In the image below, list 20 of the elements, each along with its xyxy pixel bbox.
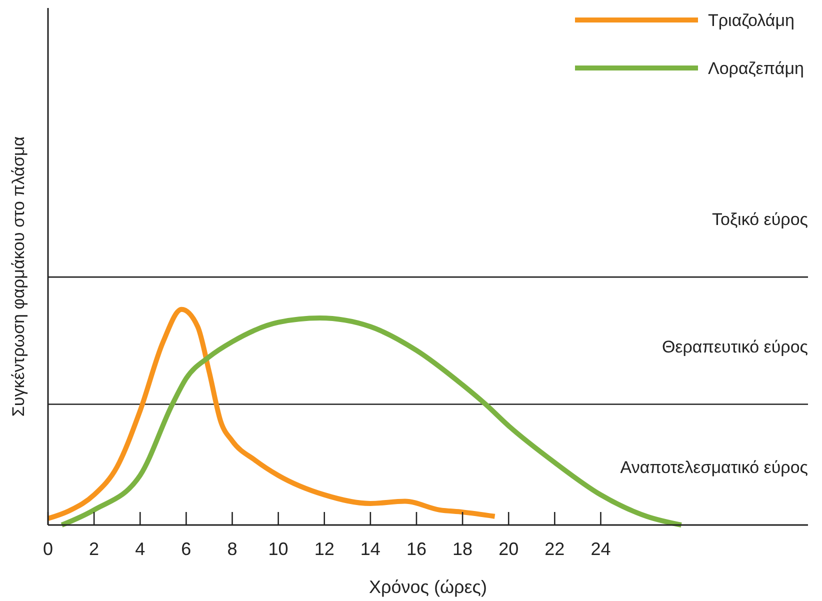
x-tick-label: 12 [314, 539, 334, 559]
x-tick-label: 14 [360, 539, 380, 559]
x-tick-label: 8 [227, 539, 238, 559]
x-tick-label: 10 [268, 539, 288, 559]
text: Τοξικό εύρος [712, 210, 808, 230]
x-tick-label: 2 [89, 539, 100, 559]
text: Τριαζολάμη [708, 11, 794, 30]
x-axis-title: Χρόνος (ώρες) [369, 577, 487, 597]
x-tick-label: 6 [181, 539, 192, 559]
x-tick-label: 16 [406, 539, 426, 559]
x-tick-label: 4 [135, 539, 146, 559]
x-tick-label: 24 [590, 539, 611, 559]
x-tick-label: 18 [452, 539, 473, 559]
y-axis-title: Συγκέντρωση φαρμάκου στο πλάσμα [9, 136, 28, 417]
x-tick-label: 0 [42, 539, 54, 559]
annotation: Αναποτελεσματικό εύρος [620, 458, 808, 477]
x-tick-label: 20 [498, 539, 519, 559]
x-tick-label: 22 [544, 539, 565, 559]
text: Λοραζεπάμη [708, 59, 804, 78]
annotation: Θεραπευτικό εύρος [662, 337, 808, 356]
